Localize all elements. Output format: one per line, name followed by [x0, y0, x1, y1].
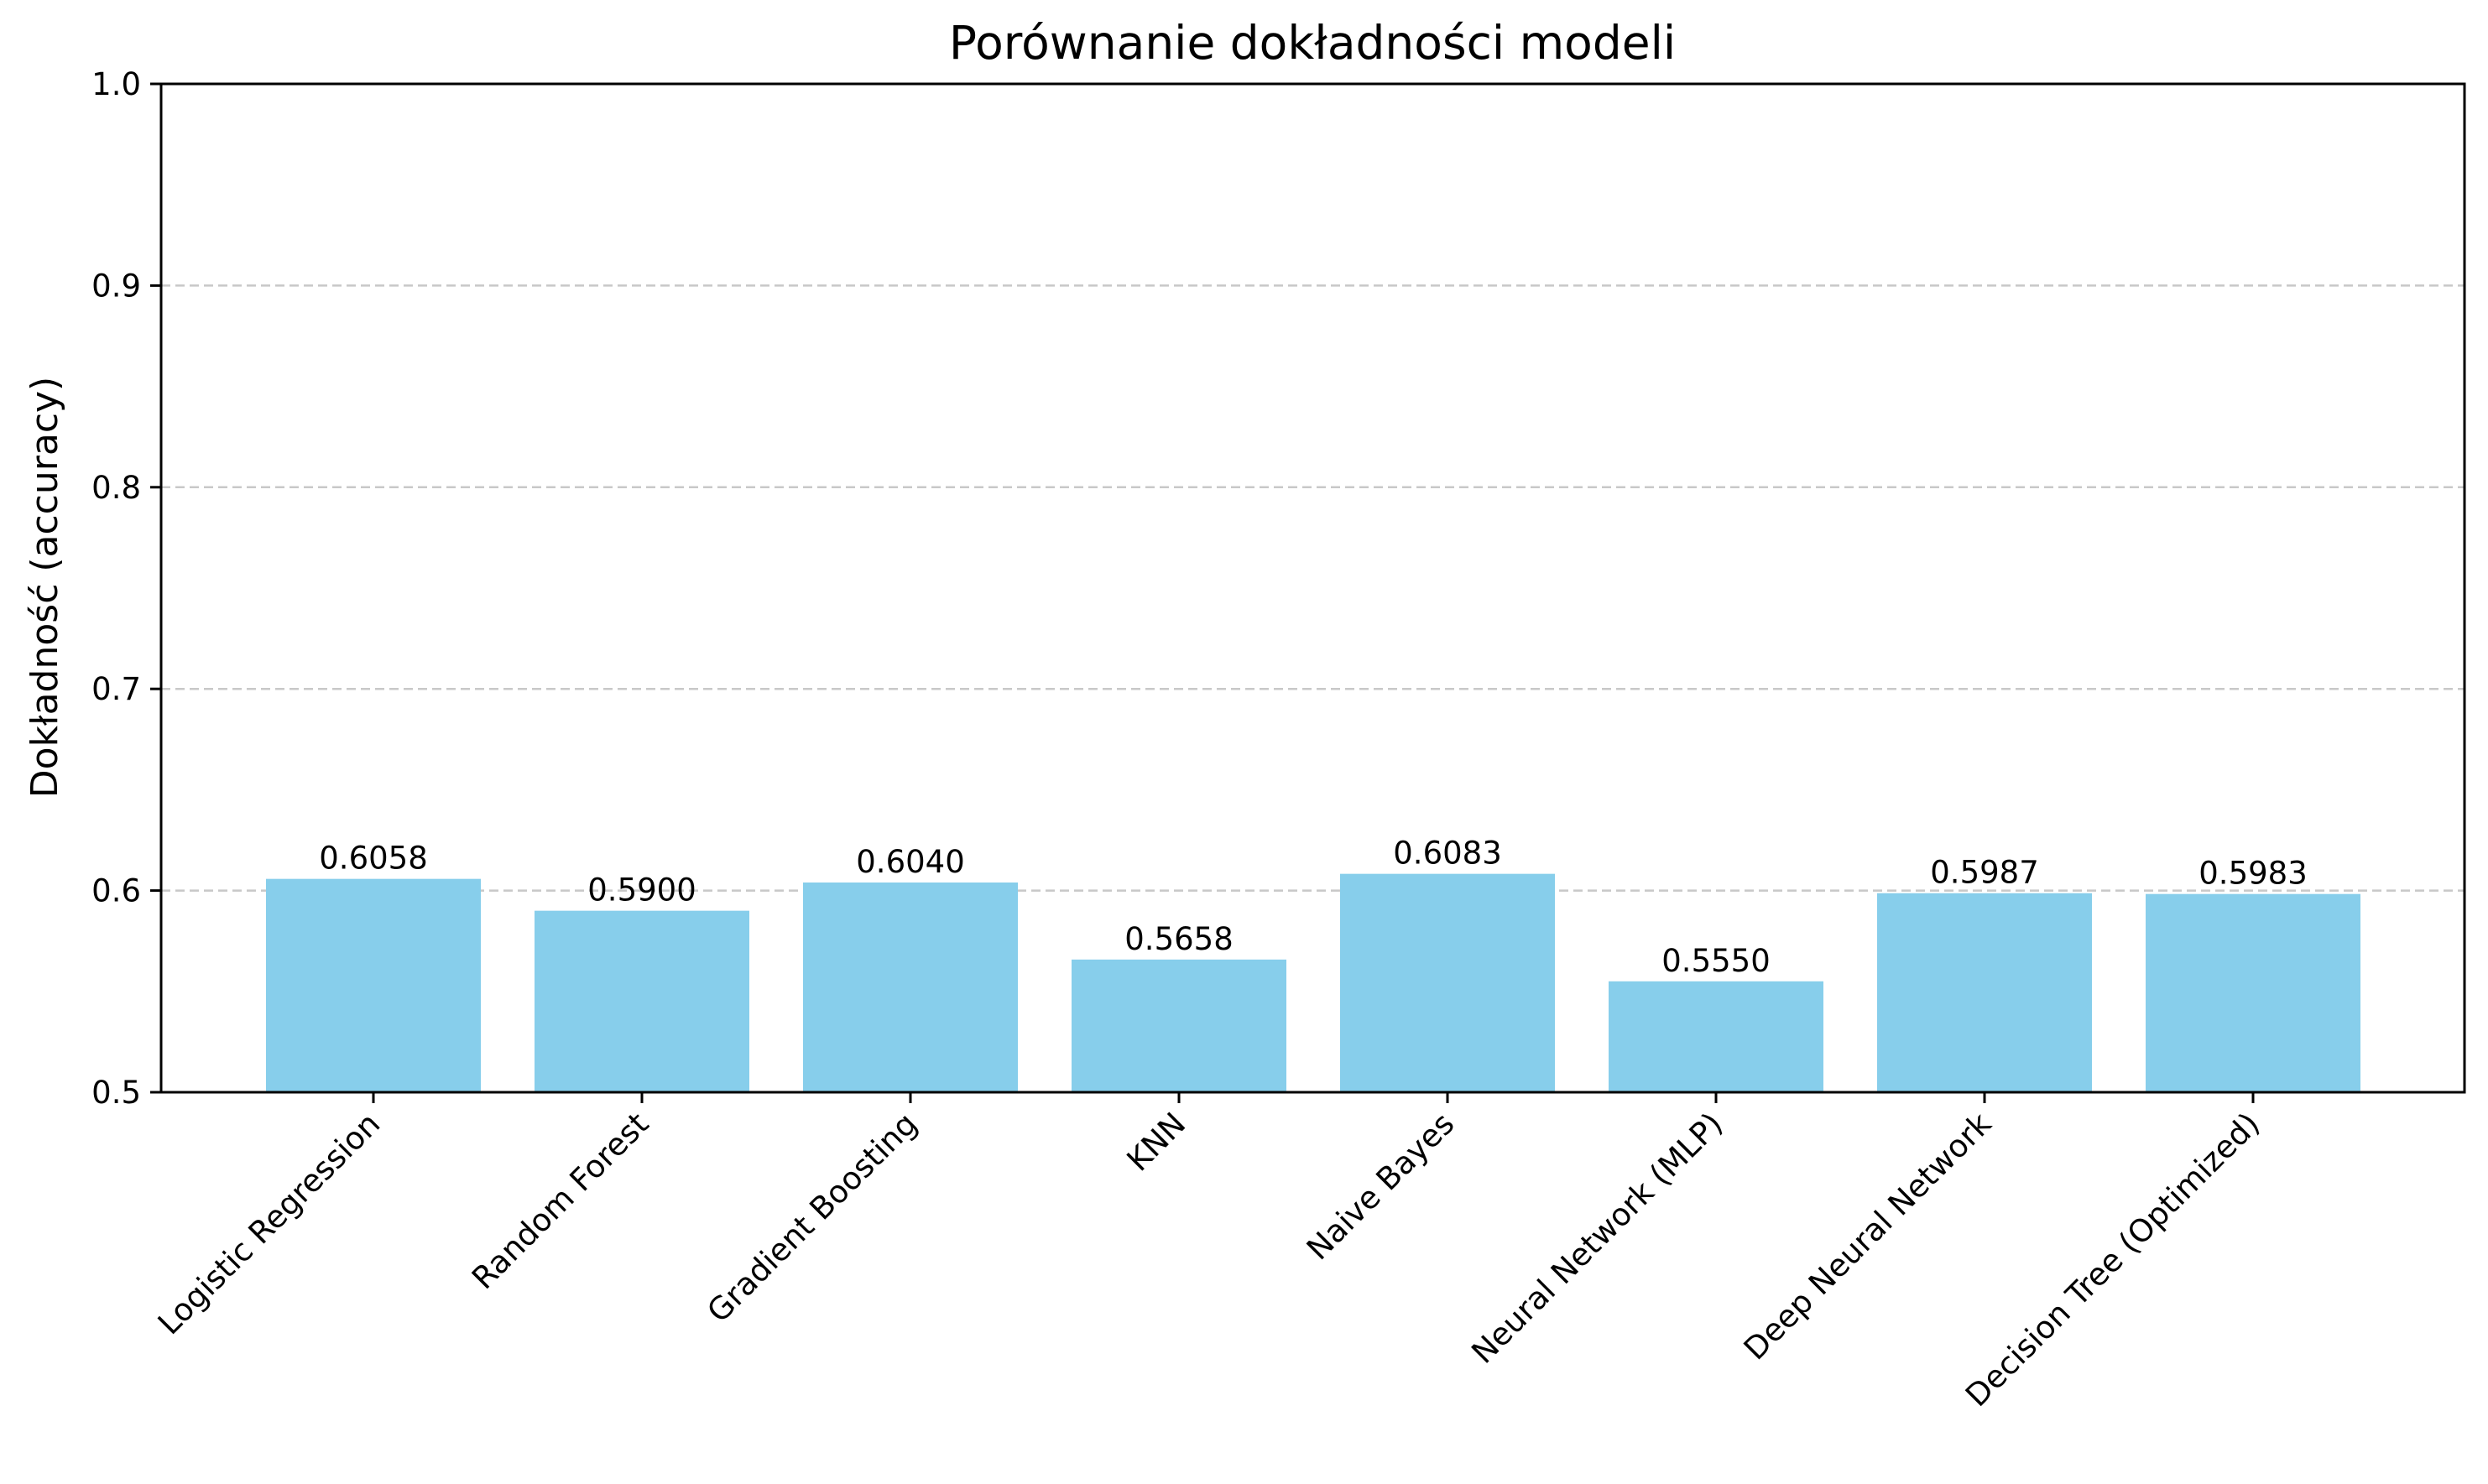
- bar: [1609, 981, 1823, 1092]
- bars: [266, 873, 2360, 1092]
- y-tick-label: 0.6: [91, 873, 141, 909]
- y-axis-ticks: 0.5 0.6 0.7 0.8 0.9 1.0: [91, 66, 161, 1111]
- bar-value-label: 0.6083: [1393, 836, 1501, 872]
- bar-value-label: 0.5987: [1930, 855, 2038, 891]
- bar: [803, 882, 1018, 1092]
- bar-value-label: 0.5550: [1661, 943, 1770, 979]
- y-tick-label: 1.0: [91, 66, 141, 102]
- bar: [1072, 959, 1286, 1092]
- bar: [1877, 893, 2092, 1092]
- chart-title: Porównanie dokładności modeli: [949, 16, 1676, 70]
- gridlines: [161, 284, 2465, 892]
- bar-value-label: 0.5983: [2199, 856, 2307, 892]
- bar: [266, 878, 481, 1092]
- y-tick-label: 0.9: [91, 268, 141, 304]
- bar-value-label: 0.6058: [319, 841, 427, 877]
- bar-value-label: 0.5658: [1124, 921, 1233, 957]
- bar: [535, 910, 749, 1092]
- y-tick-label: 0.5: [91, 1075, 141, 1111]
- bar: [1340, 873, 1555, 1092]
- y-tick-label: 0.8: [91, 470, 141, 506]
- bar: [2146, 893, 2360, 1092]
- y-axis-label: Dokładność (accuracy): [23, 377, 66, 798]
- bar-value-label: 0.6040: [856, 844, 964, 880]
- plot-frame: [159, 82, 2466, 1094]
- y-tick-label: 0.7: [91, 671, 141, 707]
- bar-value-label: 0.5900: [587, 872, 696, 909]
- bar-value-labels: 0.6058 0.5900 0.6040 0.5658 0.6083 0.5550 0.59…: [319, 836, 2307, 979]
